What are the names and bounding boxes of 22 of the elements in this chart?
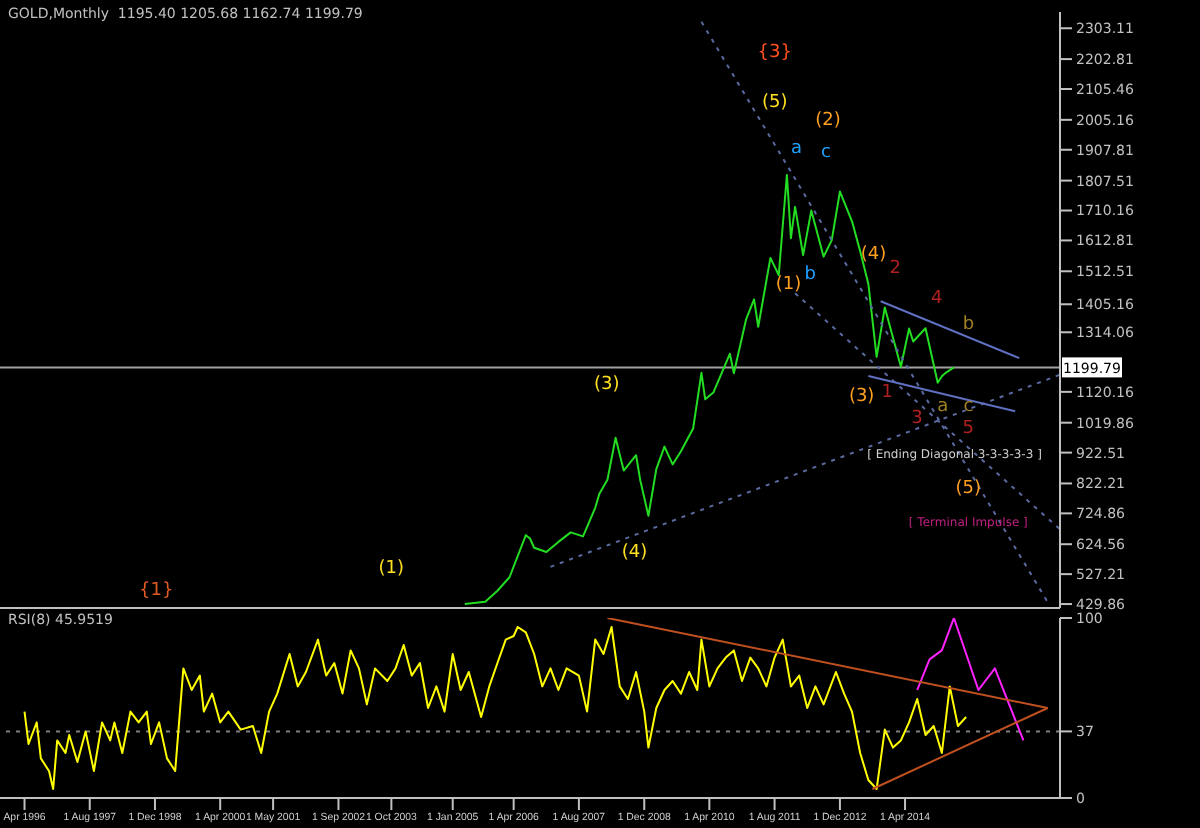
annotation: (1)	[775, 275, 802, 295]
annotation: {1}	[139, 581, 174, 601]
annotation: c	[821, 143, 832, 163]
annotation: (4)	[621, 543, 648, 563]
annotation: (5)	[761, 93, 788, 113]
annotation: (1)	[378, 559, 405, 579]
annotation: (5)	[955, 479, 982, 499]
annotation: 3	[911, 409, 923, 429]
annotation: 4	[930, 289, 943, 309]
annotation: (2)	[815, 111, 841, 131]
annotation: b	[804, 265, 816, 285]
annotation: {3}	[757, 43, 792, 63]
annotation: a	[790, 139, 802, 159]
annotation: c	[963, 397, 974, 417]
annotation: (3)	[594, 375, 620, 395]
annotation: b	[962, 315, 975, 335]
annotation: 5	[962, 419, 975, 439]
annotation: 1	[881, 383, 894, 403]
annotation: 2	[889, 259, 901, 279]
annotation: a	[937, 397, 949, 417]
annotation: (3)	[848, 387, 875, 407]
annotation: (4)	[860, 245, 887, 265]
